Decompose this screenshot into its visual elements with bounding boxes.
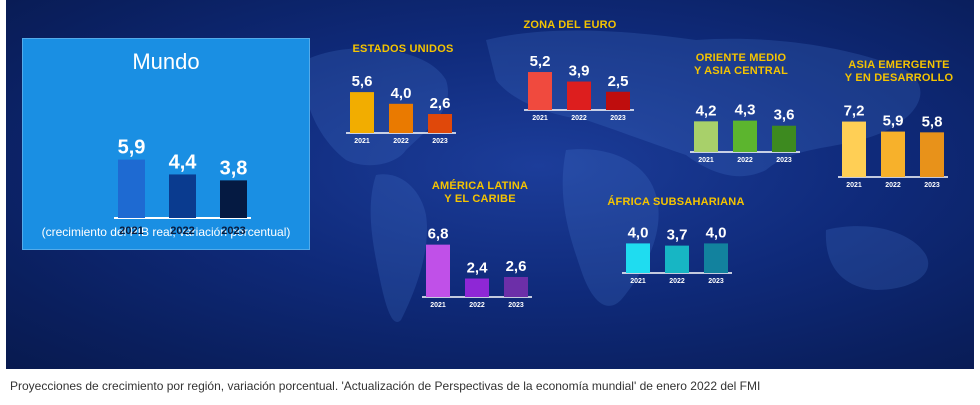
asia-emergente-bar-2023: [920, 132, 944, 177]
estados-unidos-year-label-2021: 2021: [354, 138, 370, 145]
estados-unidos-bar-2021: [350, 92, 374, 133]
africa-subsahariana-bar-2023: [704, 243, 728, 273]
asia-emergente-year-label-2022: 2022: [885, 182, 901, 189]
africa-subsahariana-value-label-2023: 4,0: [706, 224, 727, 241]
mundo-year-label-2022: 2022: [170, 225, 194, 237]
title-africa-subsahariana: ÁFRICA SUBSAHARIANA: [607, 196, 745, 208]
title-estados-unidos: ESTADOS UNIDOS: [352, 43, 454, 55]
world-panel: Mundo (crecimiento del PIB real, variaci…: [22, 38, 310, 250]
africa-subsahariana-year-label-2021: 2021: [630, 278, 646, 285]
america-latina-bar-2022: [465, 278, 489, 297]
mundo-bar-2023: [220, 180, 247, 218]
estados-unidos-year-label-2023: 2023: [432, 138, 448, 145]
oriente-medio-bar-2023: [772, 125, 796, 152]
world-panel-title: Mundo: [132, 49, 200, 74]
world-panel-note: (crecimiento del PIB real, variación por…: [41, 225, 291, 239]
infographic-banner: Mundo (crecimiento del PIB real, variaci…: [6, 0, 974, 369]
title-oriente-medio: ORIENTE MEDIO Y ASIA CENTRAL: [666, 52, 816, 78]
africa-subsahariana-year-label-2023: 2023: [708, 278, 724, 285]
oriente-medio-value-label-2022: 4,3: [735, 102, 756, 119]
asia-emergente-bar-2021: [842, 121, 866, 177]
figure-caption: Proyecciones de crecimiento por región, …: [10, 379, 761, 393]
bar-charts: 5,9 2021 4,4 2022 3,8 2023 5,6 2021 4,0 2022 2,6 20…: [114, 53, 948, 309]
oriente-medio-year-label-2022: 2022: [737, 157, 753, 164]
mundo-bar-2021: [118, 159, 145, 218]
oriente-medio-year-label-2023: 2023: [776, 157, 792, 164]
mundo-year-label-2021: 2021: [119, 225, 143, 237]
title-america-latina: AMÉRICA LATINA Y EL CARIBE: [405, 180, 555, 206]
america-latina-year-label-2023: 2023: [508, 302, 524, 309]
zona-del-euro-year-label-2023: 2023: [610, 115, 626, 122]
africa-subsahariana-bar-2021: [626, 243, 650, 273]
africa-subsahariana-value-label-2022: 3,7: [667, 227, 688, 244]
oriente-medio-bar-2022: [733, 120, 757, 152]
zona-del-euro-year-label-2022: 2022: [571, 115, 587, 122]
zona-del-euro-bar-2021: [528, 72, 552, 110]
title-asia-emergente: ASIA EMERGENTE Y EN DESARROLLO: [824, 59, 974, 85]
asia-emergente-value-label-2023: 5,8: [922, 113, 943, 130]
estados-unidos-bar-2023: [428, 114, 452, 133]
america-latina-year-label-2021: 2021: [430, 302, 446, 309]
zona-del-euro-bar-2022: [567, 81, 591, 110]
title-america-latina-line-2: Y EL CARIBE: [444, 193, 516, 205]
mundo-value-label-2022: 4,4: [169, 151, 198, 173]
zona-del-euro-value-label-2022: 3,9: [569, 63, 590, 80]
title-asia-emergente-line-1: ASIA EMERGENTE: [848, 59, 950, 71]
asia-emergente-value-label-2021: 7,2: [844, 103, 865, 120]
africa-subsahariana-year-label-2022: 2022: [669, 278, 685, 285]
mundo-value-label-2021: 5,9: [118, 137, 146, 159]
zona-del-euro-year-label-2021: 2021: [532, 115, 548, 122]
america-latina-value-label-2021: 6,8: [428, 226, 449, 243]
america-latina-bar-2021: [426, 244, 450, 297]
title-zona-del-euro: ZONA DEL EURO: [523, 19, 617, 31]
title-asia-emergente-line-2: Y EN DESARROLLO: [844, 72, 954, 84]
america-latina-bar-2023: [504, 276, 528, 297]
asia-emergente-value-label-2022: 5,9: [883, 113, 904, 130]
title-oriente-medio-line-1: ORIENTE MEDIO: [695, 52, 787, 64]
zona-del-euro-bar-2023: [606, 91, 630, 110]
america-latina-value-label-2022: 2,4: [467, 260, 489, 277]
oriente-medio-value-label-2021: 4,2: [696, 102, 717, 119]
zona-del-euro-value-label-2023: 2,5: [608, 73, 629, 90]
estados-unidos-value-label-2022: 4,0: [391, 85, 412, 102]
oriente-medio-bar-2021: [694, 121, 718, 152]
zona-del-euro-value-label-2021: 5,2: [530, 53, 551, 70]
asia-emergente-bar-2022: [881, 131, 905, 177]
title-oriente-medio-line-2: Y ASIA CENTRAL: [693, 65, 789, 77]
estados-unidos-year-label-2022: 2022: [393, 138, 409, 145]
oriente-medio-year-label-2021: 2021: [698, 157, 714, 164]
title-america-latina-line-1: AMÉRICA LATINA: [431, 180, 529, 192]
estados-unidos-value-label-2021: 5,6: [352, 73, 373, 90]
mundo-year-label-2023: 2023: [221, 225, 245, 237]
asia-emergente-year-label-2023: 2023: [924, 182, 940, 189]
africa-subsahariana-bar-2022: [665, 245, 689, 273]
oriente-medio-value-label-2023: 3,6: [774, 107, 795, 124]
mundo-value-label-2023: 3,8: [220, 157, 248, 179]
estados-unidos-value-label-2023: 2,6: [430, 95, 451, 112]
asia-emergente-year-label-2021: 2021: [846, 182, 862, 189]
america-latina-year-label-2022: 2022: [469, 302, 485, 309]
mundo-bar-2022: [169, 174, 196, 218]
africa-subsahariana-value-label-2021: 4,0: [628, 224, 649, 241]
america-latina-value-label-2023: 2,6: [506, 258, 527, 275]
estados-unidos-bar-2022: [389, 103, 413, 133]
